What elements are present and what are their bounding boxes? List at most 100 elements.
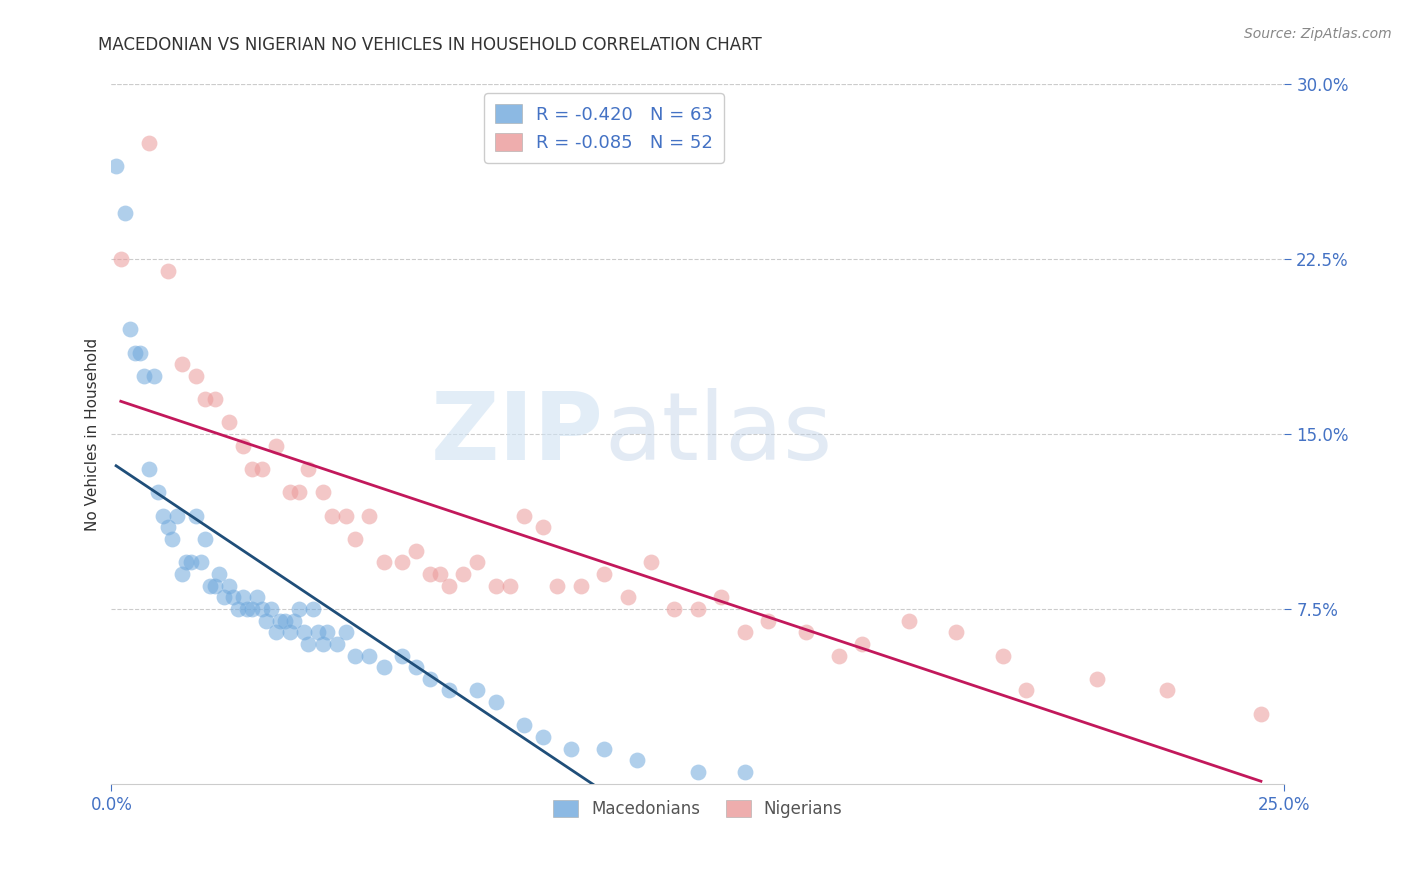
Point — [439, 579, 461, 593]
Point — [278, 485, 301, 500]
Point — [208, 566, 231, 581]
Point — [1015, 683, 1038, 698]
Point — [194, 532, 217, 546]
Point — [664, 602, 686, 616]
Text: ZIP: ZIP — [432, 388, 605, 480]
Point — [335, 625, 357, 640]
Point — [260, 602, 283, 616]
Point — [373, 660, 395, 674]
Point — [128, 345, 150, 359]
Point — [710, 591, 733, 605]
Point — [1085, 672, 1108, 686]
Point — [560, 741, 582, 756]
Point — [453, 566, 475, 581]
Point — [204, 579, 226, 593]
Point — [335, 508, 357, 523]
Point — [105, 159, 128, 173]
Point — [297, 637, 319, 651]
Point — [254, 614, 277, 628]
Point — [991, 648, 1014, 663]
Y-axis label: No Vehicles in Household: No Vehicles in Household — [86, 337, 100, 531]
Point — [148, 485, 170, 500]
Point — [419, 566, 441, 581]
Point — [190, 555, 212, 569]
Point — [250, 462, 273, 476]
Point — [250, 602, 273, 616]
Point — [485, 579, 508, 593]
Point — [288, 602, 311, 616]
Point — [686, 765, 709, 780]
Point — [513, 508, 536, 523]
Point — [325, 637, 347, 651]
Point — [134, 368, 156, 383]
Point — [499, 579, 522, 593]
Point — [467, 683, 489, 698]
Point — [184, 368, 207, 383]
Point — [184, 508, 207, 523]
Text: MACEDONIAN VS NIGERIAN NO VEHICLES IN HOUSEHOLD CORRELATION CHART: MACEDONIAN VS NIGERIAN NO VEHICLES IN HO… — [98, 36, 762, 54]
Point — [429, 566, 451, 581]
Point — [945, 625, 967, 640]
Legend: Macedonians, Nigerians: Macedonians, Nigerians — [547, 793, 849, 824]
Point — [236, 602, 259, 616]
Point — [851, 637, 873, 651]
Point — [640, 555, 662, 569]
Point — [373, 555, 395, 569]
Point — [569, 579, 592, 593]
Point — [1156, 683, 1178, 698]
Point — [142, 368, 165, 383]
Point — [162, 532, 184, 546]
Point — [156, 264, 179, 278]
Point — [218, 416, 240, 430]
Point — [198, 579, 221, 593]
Point — [311, 485, 333, 500]
Point — [311, 637, 333, 651]
Point — [180, 555, 202, 569]
Point — [114, 205, 136, 219]
Point — [734, 765, 756, 780]
Point — [391, 648, 413, 663]
Point — [391, 555, 413, 569]
Point — [120, 322, 142, 336]
Point — [898, 614, 921, 628]
Point — [297, 462, 319, 476]
Point — [240, 602, 263, 616]
Point — [316, 625, 339, 640]
Point — [485, 695, 508, 709]
Point — [531, 730, 554, 744]
Point — [827, 648, 849, 663]
Point — [531, 520, 554, 534]
Point — [226, 602, 249, 616]
Point — [734, 625, 756, 640]
Point — [302, 602, 325, 616]
Point — [176, 555, 198, 569]
Point — [156, 520, 179, 534]
Point — [212, 591, 235, 605]
Point — [269, 614, 291, 628]
Point — [288, 485, 311, 500]
Point — [626, 753, 648, 767]
Point — [1250, 706, 1272, 721]
Point — [344, 532, 367, 546]
Point — [170, 566, 193, 581]
Point — [686, 602, 709, 616]
Point — [283, 614, 305, 628]
Point — [194, 392, 217, 406]
Point — [166, 508, 188, 523]
Point — [232, 591, 254, 605]
Point — [274, 614, 297, 628]
Point — [170, 357, 193, 371]
Text: atlas: atlas — [605, 388, 832, 480]
Point — [218, 579, 240, 593]
Point — [138, 136, 160, 150]
Point — [240, 462, 263, 476]
Point — [246, 591, 269, 605]
Point — [593, 741, 616, 756]
Point — [321, 508, 343, 523]
Point — [138, 462, 160, 476]
Point — [204, 392, 226, 406]
Point — [794, 625, 817, 640]
Point — [124, 345, 146, 359]
Point — [405, 660, 427, 674]
Point — [467, 555, 489, 569]
